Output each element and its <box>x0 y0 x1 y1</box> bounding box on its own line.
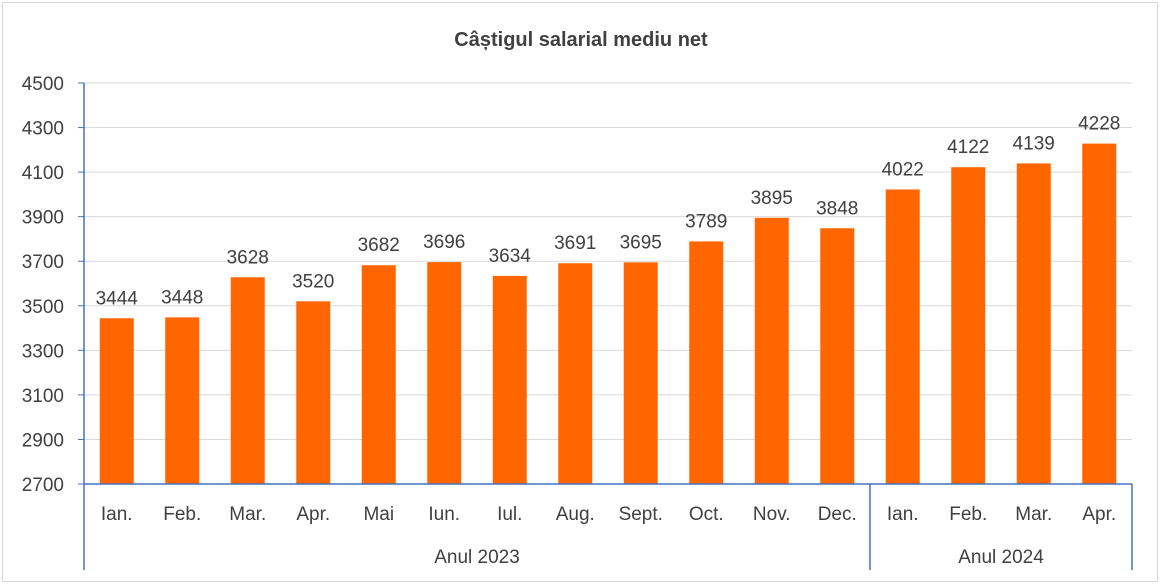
bar <box>427 262 462 484</box>
x-tick-label: Apr. <box>296 504 330 525</box>
axes <box>83 83 1133 570</box>
data-label: 3691 <box>554 233 596 254</box>
data-label: 3444 <box>96 288 139 309</box>
bar <box>885 189 920 484</box>
x-tick-label: Ian. <box>101 504 133 525</box>
data-label: 4022 <box>882 159 924 180</box>
x-tick-label: Iul. <box>497 504 522 525</box>
x-tick-label: Iun. <box>428 504 460 525</box>
data-label: 4228 <box>1078 114 1120 135</box>
group-labels: Anul 2023 Anul 2024 <box>434 547 1044 568</box>
category-labels: Ian. Feb. Mar. Apr. Mai Iun. Iul. Aug. Sept. Oct.… <box>101 504 1116 525</box>
bar <box>689 241 724 484</box>
x-tick-label: Oct. <box>689 504 724 525</box>
y-tick-label: 4100 <box>22 163 64 184</box>
data-label: 3634 <box>489 246 532 267</box>
data-label: 3789 <box>685 211 727 232</box>
group-label: Anul 2023 <box>434 547 520 568</box>
bar <box>1016 163 1051 484</box>
y-tick-label: 3100 <box>22 386 64 407</box>
bar <box>754 217 789 484</box>
data-label: 3520 <box>292 271 334 292</box>
x-tick-label: Nov. <box>753 504 791 525</box>
y-tick-label: 4500 <box>22 74 64 95</box>
data-label: 3848 <box>816 198 858 219</box>
data-label: 4122 <box>947 137 989 158</box>
bar <box>230 277 265 484</box>
bar <box>361 265 396 484</box>
data-label: 3628 <box>227 247 269 268</box>
x-tick-label: Dec. <box>818 504 857 525</box>
x-tick-label: Mai <box>363 504 394 525</box>
data-label: 3448 <box>161 287 203 308</box>
x-tick-label: Feb. <box>163 504 201 525</box>
bar <box>296 301 331 484</box>
y-tick-label: 3300 <box>22 341 64 362</box>
data-label: 3696 <box>423 232 465 253</box>
x-tick-label: Feb. <box>949 504 987 525</box>
x-tick-label: Apr. <box>1082 504 1116 525</box>
data-label: 4139 <box>1013 133 1055 154</box>
bar <box>951 167 986 484</box>
bars <box>99 143 1117 484</box>
group-label: Anul 2024 <box>958 547 1044 568</box>
data-label: 3682 <box>358 235 400 256</box>
bar <box>492 275 527 484</box>
x-tick-label: Ian. <box>887 504 919 525</box>
x-tick-label: Aug. <box>556 504 595 525</box>
y-tick-label: 3900 <box>22 208 64 229</box>
bar <box>99 318 134 484</box>
x-tick-label: Mar. <box>229 504 266 525</box>
y-axis-ticks: 2700 2900 3100 3300 3500 3700 3900 4100 4300 4500 <box>22 74 84 496</box>
bar <box>820 228 855 484</box>
bar <box>1082 143 1117 484</box>
data-labels: 3444 3448 3628 3520 3682 3696 3634 3691 3695 3789… <box>96 114 1121 310</box>
bar <box>623 262 658 484</box>
data-label: 3895 <box>751 188 793 209</box>
x-tick-label: Mar. <box>1015 504 1052 525</box>
data-label: 3695 <box>620 232 662 253</box>
y-tick-label: 3500 <box>22 297 64 318</box>
bar <box>165 317 200 484</box>
y-tick-label: 2900 <box>22 430 64 451</box>
bar <box>558 263 593 484</box>
y-tick-label: 2700 <box>22 475 64 496</box>
y-tick-label: 3700 <box>22 252 64 273</box>
chart-title: Câștigul salarial mediu net <box>454 29 708 51</box>
x-tick-label: Sept. <box>619 504 663 525</box>
y-tick-label: 4300 <box>22 119 64 140</box>
